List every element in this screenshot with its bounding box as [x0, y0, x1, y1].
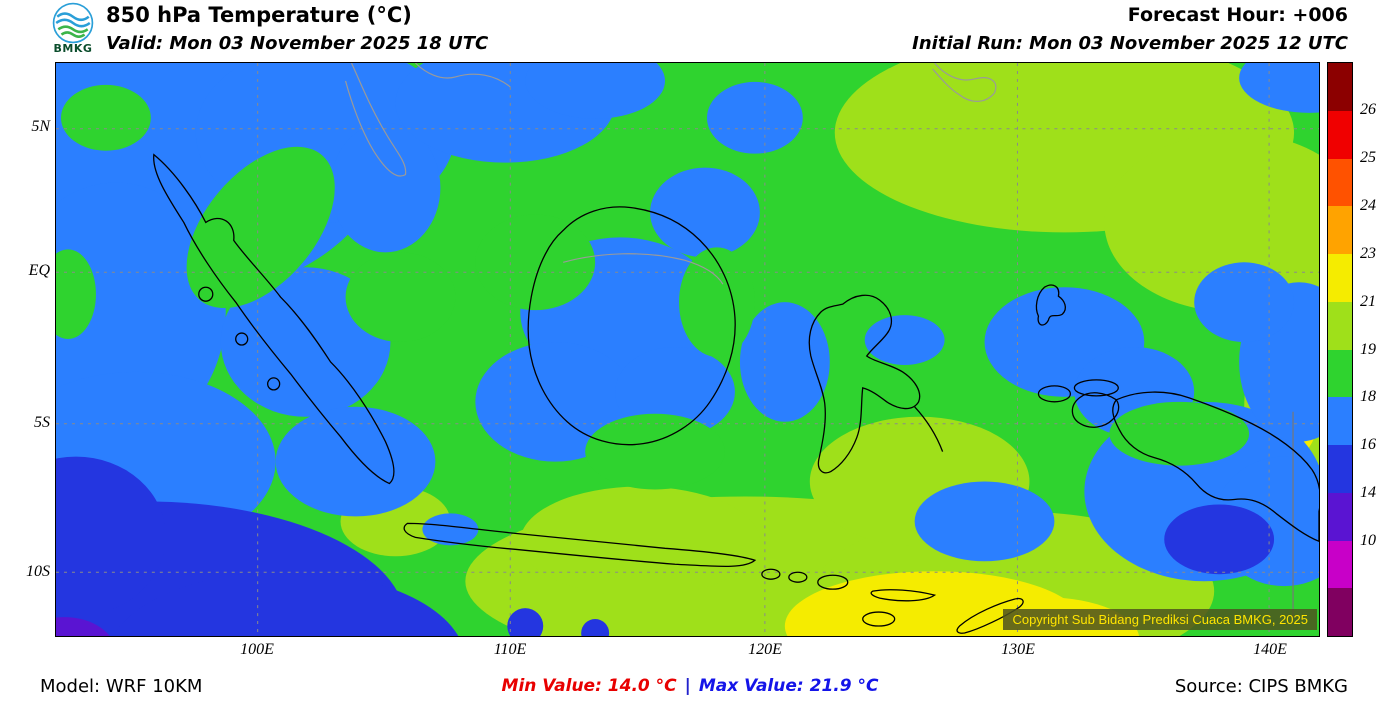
min-value-label: Min Value: 14.0 °C [501, 676, 677, 696]
bmkg-logo-icon [52, 2, 94, 44]
minmax-values: Min Value: 14.0 °C | Max Value: 21.9 °C [502, 676, 879, 696]
lat-tick-5s: 5S [34, 414, 50, 431]
colorbar-label: 23 [1360, 244, 1376, 262]
lon-tick-140e: 140E [1253, 641, 1287, 658]
colorbar-label: 19 [1360, 340, 1376, 358]
lat-tick-eq: EQ [28, 262, 50, 279]
colorbar-segment [1328, 397, 1352, 445]
colorbar-segment [1328, 254, 1352, 302]
forecast-hour-label: Forecast Hour: +006 [1127, 4, 1348, 26]
max-value-label: Max Value: 21.9 °C [698, 676, 879, 696]
temperature-colorbar [1327, 62, 1353, 637]
longitude-axis: 100E 110E 120E 130E 140E [55, 641, 1320, 661]
latitude-axis: 5N EQ 5S 10S [4, 62, 50, 637]
colorbar-label: 24 [1360, 196, 1376, 214]
lon-tick-100e: 100E [240, 641, 274, 658]
colorbar-label: 26 [1360, 100, 1376, 118]
colorbar-segment [1328, 206, 1352, 254]
colorbar-segment [1328, 540, 1352, 589]
model-label: Model: WRF 10KM [40, 676, 203, 697]
temperature-map-svg [56, 63, 1319, 636]
colorbar-segment [1328, 301, 1352, 350]
colorbar-segment [1328, 492, 1352, 541]
colorbar-label: 10 [1360, 532, 1376, 550]
colorbar-segment [1328, 588, 1352, 636]
page-title: 850 hPa Temperature (°C) [106, 3, 412, 27]
colorbar-label: 21 [1360, 292, 1376, 310]
valid-time-label: Valid: Mon 03 November 2025 18 UTC [106, 33, 489, 54]
initial-run-label: Initial Run: Mon 03 November 2025 12 UTC [912, 33, 1348, 54]
bmkg-logo: BMKG [46, 2, 100, 55]
lat-tick-5n: 5N [31, 118, 50, 135]
lon-tick-110e: 110E [493, 641, 527, 658]
colorbar-segment [1328, 110, 1352, 159]
bmkg-logo-label: BMKG [53, 42, 93, 55]
colorbar-label: 14 [1360, 484, 1376, 502]
colorbar-labels: 26 25 24 23 21 19 18 16 14 10 [1360, 62, 1396, 637]
temperature-map: Copyright Sub Bidang Prediksi Cuaca BMKG… [55, 62, 1320, 637]
minmax-separator: | [684, 676, 691, 696]
lon-tick-130e: 130E [1001, 641, 1035, 658]
colorbar-segment [1328, 349, 1352, 398]
colorbar-label: 25 [1360, 148, 1376, 166]
colorbar-label: 16 [1360, 436, 1376, 454]
colorbar-segment [1328, 158, 1352, 207]
lat-tick-10s: 10S [26, 563, 50, 580]
copyright-overlay: Copyright Sub Bidang Prediksi Cuaca BMKG… [1003, 609, 1317, 630]
run-block: Forecast Hour: +006 Initial Run: Mon 03 … [912, 3, 1348, 54]
colorbar-label: 18 [1360, 388, 1376, 406]
title-block: 850 hPa Temperature (°C) Valid: Mon 03 N… [106, 3, 488, 54]
source-label: Source: CIPS BMKG [1174, 676, 1348, 697]
colorbar-segment [1328, 445, 1352, 493]
colorbar-segment [1328, 63, 1352, 111]
lon-tick-120e: 120E [748, 641, 782, 658]
